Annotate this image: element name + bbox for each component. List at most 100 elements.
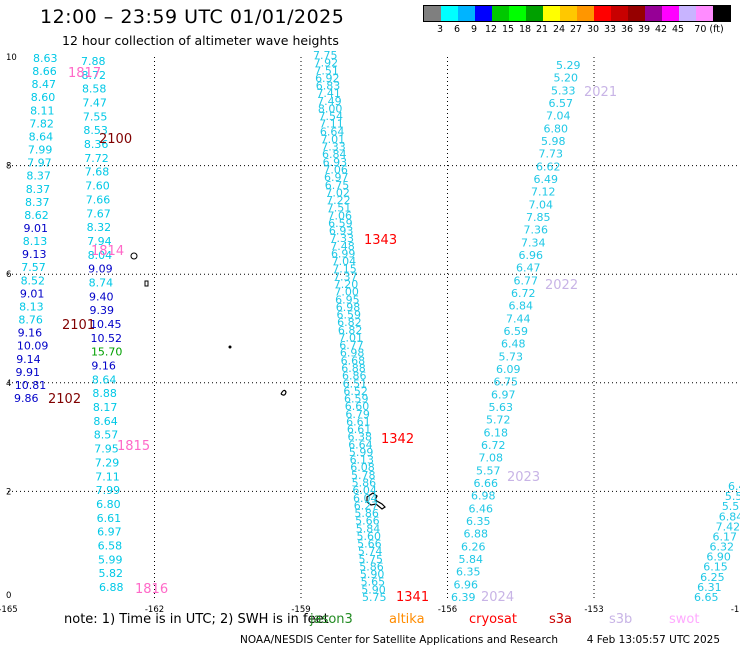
legend-label: 12 — [484, 24, 498, 35]
y-tick-label: 10 — [6, 53, 17, 63]
track-time-label: 1817 — [68, 66, 101, 81]
wave-height-value: 6.38 — [348, 431, 373, 444]
wave-height-value: 5.84 — [459, 553, 484, 566]
wave-height-value: 6.32 — [709, 541, 734, 554]
y-tick-label: 6 — [6, 270, 11, 280]
island-outline — [144, 280, 149, 287]
wave-height-value: 5.63 — [489, 401, 514, 414]
track-time-label: 2023 — [507, 470, 540, 485]
y-tick-label: 2 — [6, 487, 11, 497]
wave-height-value: 6.13 — [350, 454, 375, 467]
wave-height-value: 6.84 — [719, 510, 740, 523]
legend-label: 24 — [552, 24, 566, 35]
legend-label: 18 — [518, 24, 532, 35]
wave-height-value: 7.42 — [716, 520, 740, 533]
legend-swatch — [424, 6, 441, 21]
wave-height-value: 5.86 — [354, 507, 379, 520]
legend-label: 30 — [586, 24, 600, 35]
wave-height-value: 5.75 — [362, 591, 387, 604]
legend-color-bar — [423, 5, 731, 22]
satellite-label: cryosat — [469, 612, 517, 627]
wave-height-value: 8.32 — [87, 221, 112, 234]
wave-height-value: 7.66 — [86, 193, 111, 206]
wave-height-value: 7.36 — [524, 224, 549, 237]
wave-height-value: 5.78 — [351, 469, 376, 482]
wave-height-value: 8.37 — [26, 170, 51, 183]
wave-height-value: 8.52 — [21, 274, 46, 287]
wave-height-value: 6.08 — [350, 461, 375, 474]
legend-label: 70 (ft) — [694, 24, 724, 35]
wave-height-value: 5.57 — [476, 464, 501, 477]
wave-height-value: 7.95 — [94, 443, 119, 456]
track-time-label: 1816 — [135, 582, 168, 597]
wave-height-value: 6.18 — [484, 426, 509, 439]
satellite-label: s3b — [609, 612, 633, 627]
wave-height-value: 7.37 — [333, 270, 358, 283]
wave-height-value: 5.98 — [541, 135, 566, 148]
wave-height-value: 9.16 — [91, 360, 116, 373]
wave-height-value: 6.90 — [706, 551, 731, 564]
wave-height-value: 6.59 — [328, 217, 353, 230]
page-subtitle: 12 hour collection of altimeter wave hei… — [62, 33, 339, 48]
wave-height-value: 6.57 — [549, 97, 574, 110]
wave-height-value: 6.98 — [340, 347, 365, 360]
wave-height-value: 6.97 — [97, 526, 122, 539]
x-tick-label: -165 — [0, 605, 18, 615]
wave-height-value: 7.01 — [339, 331, 364, 344]
wave-height-value: 8.88 — [92, 387, 117, 400]
wave-height-value: 7.04 — [332, 255, 357, 268]
wave-height-value: 6.39 — [451, 591, 476, 604]
legend-swatch — [577, 6, 594, 21]
satellite-label: altika — [389, 612, 425, 627]
wave-height-value: 6.72 — [481, 439, 506, 452]
wave-height-value: 9.01 — [20, 287, 45, 300]
wave-height-value: 5.29 — [556, 59, 581, 72]
credit-line: NOAA/NESDIS Center for Satellite Applica… — [240, 634, 720, 646]
wave-height-value: 7.29 — [95, 456, 120, 469]
x-tick-label: -156 — [438, 605, 457, 615]
wave-height-value: 9.14 — [16, 353, 40, 366]
wave-height-value: 7.04 — [529, 198, 554, 211]
wave-height-value: 6.47 — [516, 262, 541, 275]
track-time-label: 1814 — [91, 244, 124, 259]
wave-height-value: 5.73 — [499, 350, 524, 363]
wave-height-value: 15.70 — [91, 346, 123, 359]
wave-height-value: 6.66 — [474, 477, 499, 490]
wave-height-value: 5.75 — [359, 553, 384, 566]
legend-label: 21 — [535, 24, 549, 35]
legend-swatch — [441, 6, 458, 21]
wave-height-value: 8.64 — [29, 130, 54, 143]
wave-height-value: 7.49 — [317, 95, 342, 108]
satellite-label: jason3 — [310, 612, 353, 627]
island-outline — [228, 345, 232, 349]
y-tick-label: 0 — [6, 591, 11, 601]
x-tick-label: -150 — [731, 605, 740, 615]
track-time-label: 2022 — [545, 278, 578, 293]
wave-height-value: 6.17 — [713, 530, 738, 543]
x-tick-label: -159 — [291, 605, 310, 615]
footnote: note: 1) Time is in UTC; 2) SWH is in fe… — [64, 612, 329, 627]
wave-height-value: 8.47 — [32, 78, 56, 91]
legend-swatch — [645, 6, 662, 21]
wave-height-value: 8.62 — [24, 209, 49, 222]
wave-height-value: 6.97 — [324, 171, 349, 184]
wave-height-value: 5.5 — [722, 500, 740, 513]
wave-height-value: 6.59 — [504, 325, 529, 338]
wave-height-value: 5.66 — [355, 515, 380, 528]
legend-label: 3 — [436, 24, 444, 35]
track-time-label: 2102 — [48, 392, 81, 407]
wave-height-value: 6.52 — [343, 385, 368, 398]
legend-label: 27 — [569, 24, 583, 35]
wave-height-value: 9.40 — [89, 290, 114, 303]
wave-height-value: 6.77 — [339, 339, 364, 352]
wave-height-value: 5.72 — [486, 414, 511, 427]
wave-height-value: 7.15 — [332, 263, 357, 276]
wave-height-value: 6.15 — [703, 561, 728, 574]
legend-swatch — [475, 6, 492, 21]
wave-height-value: 7.04 — [546, 110, 571, 123]
wave-height-value: 9.01 — [24, 222, 49, 235]
track-time-label: 1343 — [364, 233, 397, 248]
x-tick-label: -153 — [584, 605, 603, 615]
wave-height-value: 6.96 — [519, 249, 544, 262]
wave-height-value: 6.96 — [454, 578, 479, 591]
